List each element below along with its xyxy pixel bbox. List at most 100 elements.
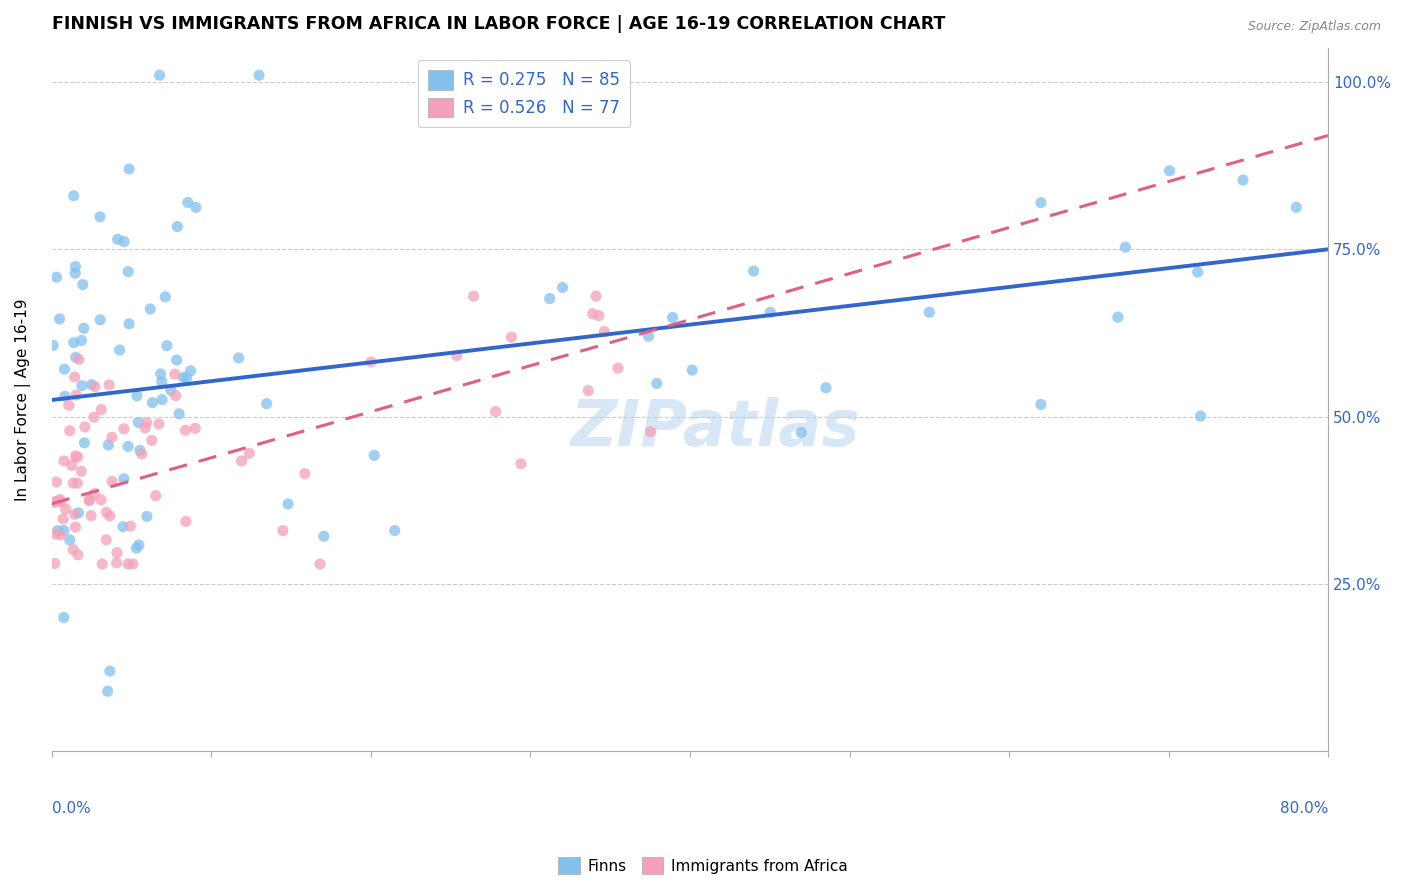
Point	[141, 434, 163, 448]
Point	[105, 546, 128, 560]
Point	[485, 404, 508, 418]
Point	[231, 454, 253, 468]
Point	[640, 425, 662, 439]
Point	[360, 355, 382, 369]
Point	[150, 375, 173, 389]
Point	[60, 458, 83, 473]
Point	[62, 542, 84, 557]
Point	[1232, 173, 1254, 187]
Point	[89, 313, 111, 327]
Point	[90, 492, 112, 507]
Point	[238, 446, 260, 460]
Point	[52, 610, 75, 624]
Point	[117, 265, 139, 279]
Point	[149, 68, 172, 82]
Point	[62, 188, 84, 202]
Point	[128, 443, 150, 458]
Point	[52, 524, 75, 538]
Point	[62, 335, 84, 350]
Point	[67, 352, 90, 367]
Point	[174, 515, 197, 529]
Point	[134, 421, 156, 435]
Point	[606, 361, 628, 376]
Point	[139, 301, 162, 316]
Point	[156, 339, 179, 353]
Point	[108, 343, 131, 357]
Point	[172, 370, 194, 384]
Point	[538, 292, 561, 306]
Text: 0.0%: 0.0%	[52, 801, 90, 815]
Point	[73, 435, 96, 450]
Point	[918, 305, 941, 319]
Point	[122, 557, 145, 571]
Point	[1187, 265, 1209, 279]
Point	[62, 476, 84, 491]
Point	[70, 334, 93, 348]
Point	[125, 389, 148, 403]
Point	[271, 524, 294, 538]
Point	[167, 407, 190, 421]
Point	[247, 68, 270, 82]
Point	[55, 502, 77, 516]
Point	[77, 493, 100, 508]
Point	[582, 307, 605, 321]
Point	[588, 309, 610, 323]
Point	[65, 351, 87, 365]
Point	[120, 519, 142, 533]
Point	[72, 277, 94, 292]
Point	[65, 388, 87, 402]
Point	[176, 371, 198, 385]
Point	[52, 512, 75, 526]
Point	[576, 384, 599, 398]
Point	[294, 467, 316, 481]
Point	[42, 338, 65, 352]
Point	[63, 370, 86, 384]
Point	[256, 397, 278, 411]
Point	[150, 392, 173, 407]
Point	[66, 548, 89, 562]
Point	[117, 557, 139, 571]
Point	[446, 349, 468, 363]
Point	[177, 195, 200, 210]
Point	[53, 362, 76, 376]
Point	[44, 557, 66, 571]
Point	[83, 410, 105, 425]
Point	[790, 425, 813, 440]
Point	[141, 395, 163, 409]
Point	[585, 289, 607, 303]
Point	[135, 416, 157, 430]
Point	[90, 402, 112, 417]
Point	[111, 519, 134, 533]
Point	[112, 422, 135, 436]
Legend: R = 0.275   N = 85, R = 0.526   N = 77: R = 0.275 N = 85, R = 0.526 N = 77	[418, 61, 630, 128]
Legend: Finns, Immigrants from Africa: Finns, Immigrants from Africa	[553, 851, 853, 880]
Point	[89, 210, 111, 224]
Point	[131, 447, 153, 461]
Point	[165, 389, 187, 403]
Point	[46, 524, 69, 538]
Point	[44, 527, 66, 541]
Point	[363, 448, 385, 462]
Point	[59, 533, 82, 547]
Point	[53, 389, 76, 403]
Point	[184, 421, 207, 435]
Point	[96, 505, 118, 519]
Point	[160, 384, 183, 398]
Point	[65, 520, 87, 534]
Point	[127, 416, 149, 430]
Point	[96, 533, 118, 547]
Point	[118, 161, 141, 176]
Point	[148, 417, 170, 431]
Text: ZIPatlas: ZIPatlas	[571, 397, 860, 459]
Text: 80.0%: 80.0%	[1279, 801, 1329, 815]
Point	[1189, 409, 1212, 423]
Point	[463, 289, 485, 303]
Point	[63, 508, 86, 522]
Point	[107, 232, 129, 246]
Point	[101, 430, 124, 444]
Point	[49, 528, 72, 542]
Point	[112, 472, 135, 486]
Point	[1285, 200, 1308, 214]
Point	[63, 266, 86, 280]
Point	[184, 201, 207, 215]
